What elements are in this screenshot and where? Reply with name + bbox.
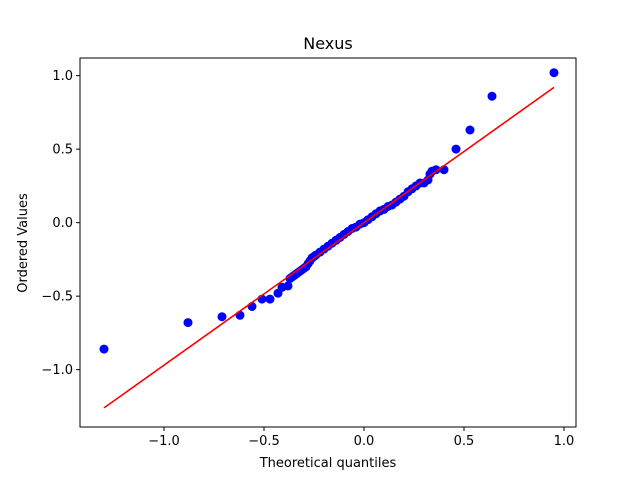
y-tick-label: −0.5 <box>41 290 73 305</box>
x-tick-label: −1.0 <box>148 434 180 449</box>
plot-area <box>99 68 559 409</box>
x-axis-label: Theoretical quantiles <box>259 456 397 471</box>
fit-line <box>103 86 555 409</box>
data-point <box>451 144 461 154</box>
y-tick-label: 0.0 <box>52 216 73 231</box>
y-axis: −1.0 −0.5 0.0 0.5 1.0 <box>41 69 80 378</box>
data-point <box>283 281 293 291</box>
data-point <box>235 310 245 320</box>
data-point <box>465 125 475 135</box>
x-tick-label: −0.5 <box>248 434 280 449</box>
data-point <box>431 165 441 175</box>
x-tick-label: 0.5 <box>454 434 475 449</box>
chart-title: Nexus <box>303 34 352 53</box>
x-axis: −1.0 −0.5 0.0 0.5 1.0 <box>148 427 574 449</box>
y-tick-label: −1.0 <box>41 363 73 378</box>
data-point <box>217 312 227 322</box>
data-point <box>99 344 109 354</box>
axes-frame <box>79 57 577 428</box>
y-tick-label: 1.0 <box>52 69 73 84</box>
data-point <box>549 68 559 78</box>
data-point <box>265 294 275 304</box>
y-tick-label: 0.5 <box>52 143 73 158</box>
x-tick-label: 0.0 <box>354 434 375 449</box>
data-point <box>487 91 497 101</box>
x-tick-label: 1.0 <box>554 434 575 449</box>
data-point <box>183 318 193 328</box>
y-axis-label: Ordered Values <box>16 193 31 293</box>
